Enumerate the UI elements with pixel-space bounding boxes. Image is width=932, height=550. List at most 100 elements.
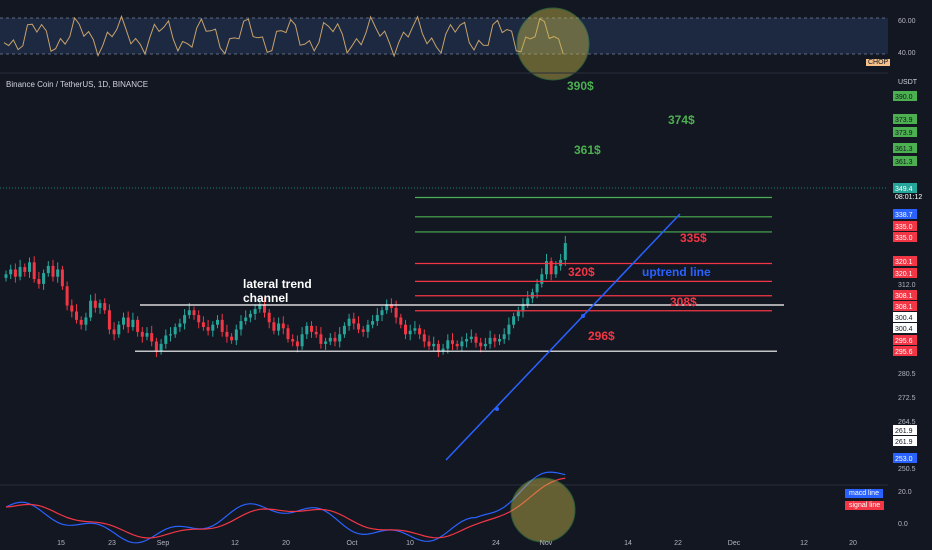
candle-body: [112, 329, 116, 335]
price-tag: [893, 143, 917, 153]
candle-body: [84, 317, 88, 325]
price-tag: [893, 301, 917, 311]
candle-body: [488, 337, 492, 344]
price-tag: [893, 290, 917, 300]
signal-legend: signal line: [845, 501, 885, 510]
candle-body: [418, 328, 422, 335]
time-tick: 10: [406, 540, 414, 547]
candle-body: [154, 341, 158, 352]
lateral-channel-label-line2: channel: [243, 291, 289, 305]
price-tag: [893, 268, 917, 278]
price-tick: 280.5: [898, 371, 916, 378]
candle-body: [9, 269, 13, 275]
price-tag-text: 361.3: [895, 146, 913, 153]
candle-body: [46, 265, 50, 274]
candle-body: [291, 339, 295, 342]
price-tag-text: 320.1: [895, 259, 913, 266]
candle-body: [371, 321, 375, 325]
candle-body: [197, 315, 201, 323]
time-tick: 20: [849, 540, 857, 547]
price-tag-text: 308.1: [895, 293, 913, 300]
candle-body: [18, 267, 22, 277]
candle-body: [56, 269, 60, 277]
candle-body: [117, 324, 121, 335]
level-335-label: 335$: [680, 231, 707, 245]
candle-body: [183, 315, 187, 324]
candle-body: [145, 333, 149, 337]
oscillator-tick-40: 40.00: [898, 50, 916, 57]
time-tick: 15: [57, 540, 65, 547]
candle-body: [399, 317, 403, 325]
candle-body: [333, 337, 337, 342]
time-tick: 23: [108, 540, 116, 547]
price-tag-text: 300.4: [895, 326, 913, 333]
price-tag: [893, 114, 917, 124]
candle-body: [234, 329, 238, 341]
candle-body: [465, 339, 469, 342]
candle-body: [455, 343, 459, 347]
time-tick: 12: [231, 540, 239, 547]
macd-tick-0: 0.0: [898, 521, 908, 528]
candle-body: [13, 269, 17, 277]
candle-body: [159, 343, 163, 352]
candle-body: [192, 310, 196, 316]
price-tag-text: 295.6: [895, 338, 913, 345]
candle-body: [521, 304, 525, 312]
time-tick: Dec: [728, 540, 741, 547]
candle-body: [469, 336, 473, 340]
candle-body: [75, 311, 78, 320]
price-tag-text: 390.0: [895, 94, 913, 101]
candle-body: [267, 312, 271, 323]
candle-body: [103, 303, 107, 311]
target-374-label: 374$: [668, 113, 695, 127]
candle-body: [150, 333, 154, 342]
candle-body: [89, 300, 93, 318]
candle-body: [220, 319, 224, 332]
candle-body: [70, 305, 74, 312]
price-tag: [893, 91, 917, 101]
price-tag: [893, 323, 917, 333]
price-tag-text: 373.9: [895, 130, 913, 137]
candle-body: [479, 342, 483, 347]
price-tag-text: 320.1: [895, 271, 913, 278]
level-296-label: 296$: [588, 329, 615, 343]
candle-body: [187, 310, 191, 316]
candle-body: [51, 265, 55, 277]
price-tag-text: 338.7: [895, 212, 913, 219]
price-tag: [893, 425, 917, 435]
candle-body: [535, 283, 539, 293]
time-tick: 14: [624, 540, 632, 547]
price-tag: [893, 335, 917, 345]
time-tick: Nov: [540, 540, 553, 547]
candle-body: [347, 318, 351, 326]
candle-body: [404, 324, 407, 335]
level-308-label: 308$: [670, 295, 697, 309]
symbol-title: Binance Coin / TetherUS, 1D, BINANCE: [6, 80, 149, 89]
lateral-channel-label-line1: lateral trend: [243, 277, 312, 291]
candle-body: [324, 341, 328, 344]
candle-body: [389, 304, 393, 308]
price-tag-text: 261.9: [895, 439, 913, 446]
candle-body: [305, 325, 309, 335]
chop-indicator-badge[interactable]: CHOP: [866, 59, 891, 66]
candle-body: [554, 265, 558, 275]
uptrend-line-label: uptrend line: [642, 265, 711, 279]
candle-body: [126, 317, 130, 328]
uptrend-anchor: [581, 314, 585, 318]
price-tag: [893, 232, 917, 242]
candle-body: [427, 341, 431, 347]
candle-body: [23, 267, 27, 272]
candle-body: [352, 318, 356, 324]
candle-body: [446, 340, 450, 349]
candle-body: [32, 262, 36, 280]
candle-body: [366, 324, 370, 332]
candle-body: [319, 334, 323, 344]
candle-body: [28, 262, 31, 272]
candle-body: [211, 324, 215, 331]
candle-body: [4, 274, 8, 278]
price-tick: 312.0: [898, 282, 916, 289]
candle-body: [248, 313, 252, 318]
candle-body: [512, 316, 516, 325]
candle-body: [483, 343, 487, 347]
